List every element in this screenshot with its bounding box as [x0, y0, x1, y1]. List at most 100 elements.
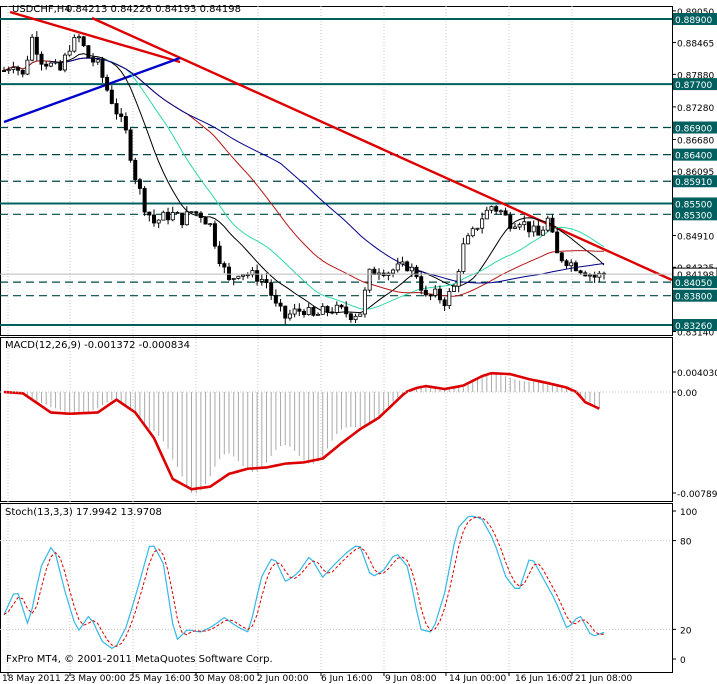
time-tick-label: 14 Jun 00:00: [449, 674, 506, 684]
candle: [95, 57, 100, 65]
candle-body: [194, 211, 199, 214]
candle-body: [316, 313, 321, 316]
candle-body: [494, 206, 499, 212]
candle-body: [405, 261, 410, 272]
stoch-panel[interactable]: 100 80 20 0 Stoch(13,3,3) 17.9942 13.9708 F…: [0, 507, 697, 666]
price-tick-label: 0.83140: [677, 329, 714, 339]
candle: [105, 74, 110, 92]
candle-body: [498, 210, 503, 213]
price-tick-label: 0.89050: [677, 8, 714, 18]
candle-body: [433, 288, 438, 296]
candle: [512, 222, 517, 230]
price-panel[interactable]: 0.89050 0.88465 0.87880 0.87280 0.86680 0.860…: [0, 4, 717, 339]
candle: [517, 222, 522, 230]
candle-body: [72, 37, 77, 52]
candle-body: [20, 69, 25, 75]
stoch-header: Stoch(13,3,3) 17.9942 13.9708: [5, 507, 162, 518]
time-tick-label: 18 May 2011: [2, 674, 61, 684]
candle: [301, 308, 306, 318]
candle-body: [419, 276, 424, 291]
candle: [330, 307, 335, 315]
candle-body: [287, 313, 292, 319]
candle-body: [189, 211, 194, 214]
trend-line-blue[interactable]: [3, 56, 181, 124]
candle-body: [517, 224, 522, 228]
candle-body: [44, 63, 49, 67]
candle-body: [339, 304, 344, 308]
candle: [573, 260, 578, 272]
macd-header: MACD(12,26,9) -0.001372 -0.000834: [5, 340, 190, 351]
time-tick-label: 21 Jun 08:00: [575, 674, 632, 684]
candle-body: [203, 217, 208, 225]
candle-body: [348, 313, 353, 321]
candle-body: [62, 54, 67, 71]
candle-body: [292, 308, 297, 315]
candle-body: [6, 69, 11, 72]
candle-body: [217, 245, 222, 264]
candle: [16, 65, 21, 76]
candle-body: [123, 116, 128, 131]
candle-body: [67, 50, 72, 56]
ma-fast-line: [3, 53, 605, 314]
candle-body: [128, 129, 133, 161]
stoch-signal-line: [3, 516, 605, 647]
candle: [53, 59, 58, 65]
candle-body: [362, 289, 367, 315]
copyright-text: FxPro MT4, © 2001-2011 MetaQuotes Softwa…: [6, 654, 273, 665]
candle-body: [30, 36, 35, 61]
candle-body: [451, 285, 456, 292]
candle: [269, 279, 274, 300]
candle: [208, 223, 213, 227]
candle-body: [409, 266, 414, 272]
candle: [339, 304, 344, 310]
candle-body: [180, 212, 185, 226]
candle: [34, 31, 39, 61]
candle: [217, 241, 222, 267]
stoch-tick-label: 100: [680, 508, 697, 518]
candle-body: [325, 306, 330, 313]
panel-frame: [0, 503, 673, 673]
price-tick-label: 0.88465: [677, 40, 714, 50]
candle: [128, 127, 133, 163]
candle-body: [344, 306, 349, 315]
trend-line-red-main[interactable]: [91, 16, 673, 282]
candle-body: [184, 211, 189, 226]
candle: [255, 264, 260, 286]
trend-lines[interactable]: [3, 10, 673, 282]
candle-body: [48, 62, 53, 67]
candle-body: [578, 270, 583, 274]
candle: [451, 283, 456, 293]
panel-frame: [0, 337, 673, 502]
level-label: 0.87700: [675, 81, 712, 91]
candle: [358, 313, 363, 317]
candle: [531, 220, 536, 237]
candle: [391, 268, 396, 278]
level-labels: 0.88900 0.87700 0.86900 0.86400 0.85910 0.855…: [673, 13, 717, 332]
candle: [119, 107, 124, 123]
level-label-box: [673, 78, 717, 91]
level-label: 0.86400: [675, 152, 712, 162]
candle: [344, 301, 349, 318]
candle: [437, 285, 442, 304]
candle: [11, 61, 16, 74]
stoch-tick-label: 0: [680, 656, 686, 666]
candle-body: [161, 211, 166, 221]
candle-body: [226, 266, 231, 280]
candle: [503, 207, 508, 216]
trend-line-red-upper[interactable]: [9, 10, 181, 64]
time-tick-label: 2 Jun 00:00: [257, 674, 309, 684]
level-label-box: [673, 121, 717, 134]
candle-body: [320, 306, 325, 315]
macd-panel[interactable]: 0.004030 0.00 -0.007895 MACD(12,26,9) -0.0…: [0, 340, 717, 500]
candle: [39, 51, 44, 71]
level-label: 0.83800: [675, 293, 712, 303]
candle-body: [541, 229, 546, 236]
horizontal-levels: [0, 18, 672, 326]
candle: [447, 288, 452, 310]
candle-body: [77, 36, 82, 39]
candle: [400, 256, 405, 267]
candle: [508, 211, 513, 232]
candle: [334, 301, 339, 316]
candle: [283, 305, 288, 325]
candle-body: [306, 307, 311, 316]
